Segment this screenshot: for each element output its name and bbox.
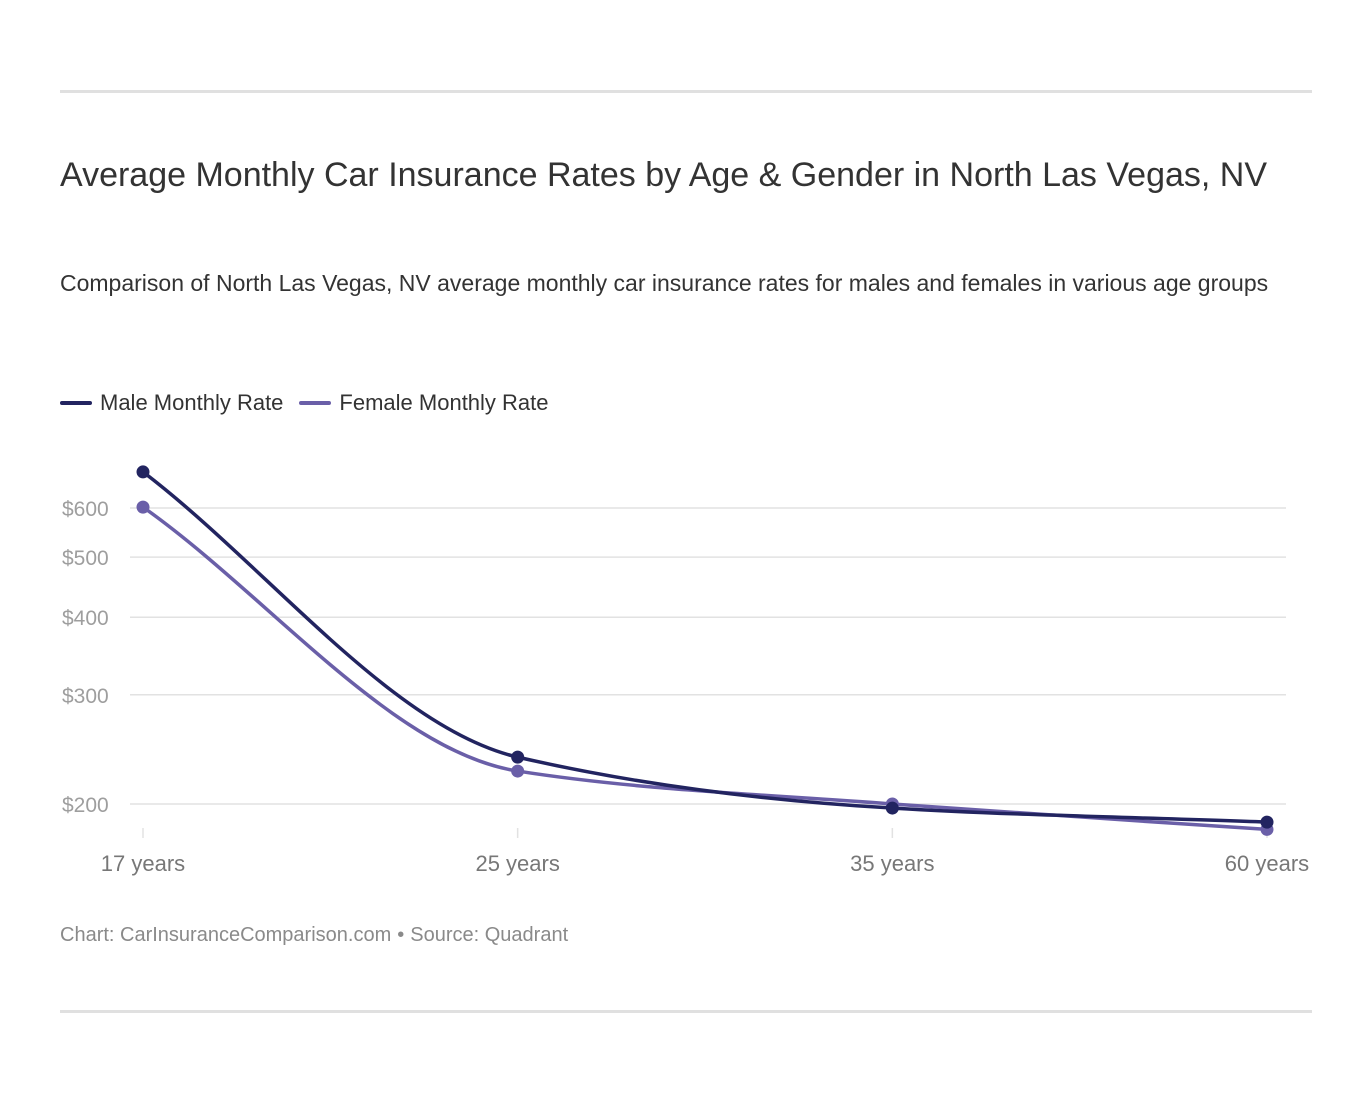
legend-swatch-male (60, 401, 92, 405)
chart-subtitle: Comparison of North Las Vegas, NV averag… (60, 270, 1269, 296)
chart-source: Source: Quadrant (410, 924, 569, 946)
data-point-male[interactable] (136, 465, 150, 479)
y-tick-label: $600 (62, 498, 109, 521)
chart-credit: Chart: CarInsuranceComparison.com (60, 924, 392, 946)
legend-swatch-female (299, 401, 332, 405)
data-point-female[interactable] (511, 764, 525, 778)
footer-separator: • (397, 924, 405, 946)
y-tick-label: $200 (62, 794, 109, 817)
legend-label-male: Male Monthly Rate (100, 390, 284, 415)
legend-item-female[interactable]: Female Monthly Rate (299, 390, 549, 416)
y-tick-label: $500 (62, 547, 109, 570)
series-line-female (141, 505, 1269, 832)
legend-label-female: Female Monthly Rate (339, 390, 549, 415)
chart-title: Average Monthly Car Insurance Rates by A… (60, 156, 1268, 194)
y-tick-label: $300 (62, 685, 109, 708)
series-layer (136, 465, 1274, 836)
line-chart: $200 $300 $400 $500 $600 17 years 25 years 35 … (62, 465, 1309, 876)
series-female (136, 500, 1274, 836)
data-point-male[interactable] (511, 750, 525, 764)
bottom-divider (60, 1010, 1312, 1013)
x-tick-label: 17 years (101, 851, 185, 876)
chart-footer: Chart: CarInsuranceComparison.com • Source… (60, 924, 568, 947)
x-tick-label: 60 years (1225, 851, 1309, 876)
x-tick-label: 25 years (475, 851, 559, 876)
series-line-male (141, 470, 1269, 824)
data-point-male[interactable] (885, 801, 899, 815)
data-point-male[interactable] (1260, 815, 1274, 829)
y-tick-label: $400 (62, 607, 109, 630)
data-point-female[interactable] (136, 500, 150, 514)
x-axis: 17 years 25 years 35 years 60 years (101, 828, 1309, 876)
top-divider (60, 90, 1312, 93)
x-tick-label: 35 years (850, 851, 934, 876)
chart-legend: Male Monthly Rate Female Monthly Rate (60, 390, 565, 416)
legend-item-male[interactable]: Male Monthly Rate (60, 390, 283, 416)
series-male (136, 465, 1274, 829)
grid-layer: $200 $300 $400 $500 $600 (62, 498, 1286, 817)
